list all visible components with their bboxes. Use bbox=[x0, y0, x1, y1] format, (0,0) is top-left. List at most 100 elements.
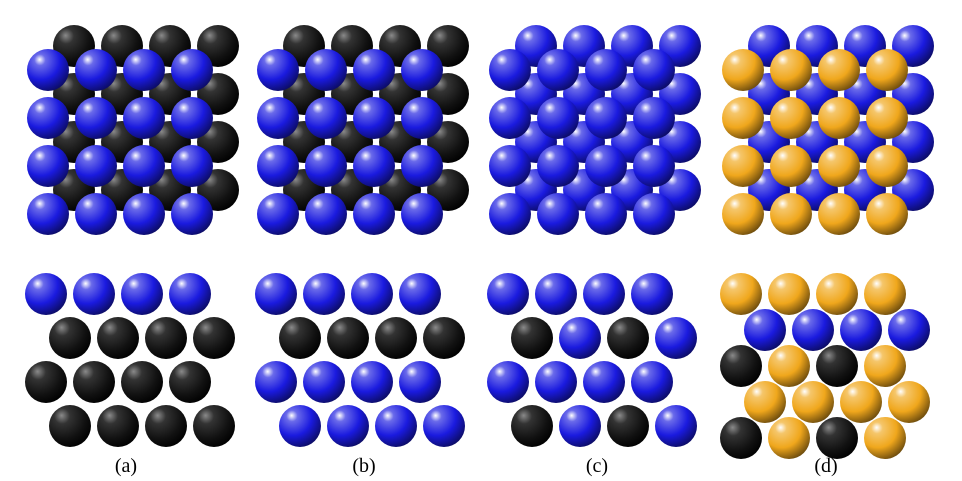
panel-d-top-view bbox=[722, 25, 934, 235]
atom-side bbox=[840, 309, 882, 351]
atom-front bbox=[353, 145, 395, 187]
atom-side bbox=[607, 317, 649, 359]
atom-side bbox=[255, 361, 297, 403]
atom-front bbox=[171, 145, 213, 187]
atom-front bbox=[123, 97, 165, 139]
atom-front bbox=[75, 49, 117, 91]
atom-side bbox=[655, 317, 697, 359]
panel-a-side-view bbox=[25, 273, 235, 447]
atom-front bbox=[537, 49, 579, 91]
atom-side bbox=[351, 273, 393, 315]
atom-side bbox=[864, 417, 906, 459]
atom-front bbox=[75, 97, 117, 139]
atom-side bbox=[768, 345, 810, 387]
atom-front bbox=[722, 97, 764, 139]
atom-side bbox=[169, 361, 211, 403]
atom-side bbox=[535, 361, 577, 403]
panel-a: (a) bbox=[25, 25, 239, 477]
atom-side bbox=[583, 273, 625, 315]
atom-front bbox=[537, 145, 579, 187]
atom-front bbox=[353, 49, 395, 91]
atom-side bbox=[816, 417, 858, 459]
atom-front bbox=[257, 145, 299, 187]
atom-side bbox=[744, 381, 786, 423]
atom-front bbox=[633, 49, 675, 91]
atom-front bbox=[866, 145, 908, 187]
atom-front bbox=[305, 49, 347, 91]
atom-front bbox=[123, 193, 165, 235]
atom-side bbox=[888, 381, 930, 423]
atom-side bbox=[49, 405, 91, 447]
atom-side bbox=[792, 381, 834, 423]
atom-side bbox=[864, 345, 906, 387]
atom-side bbox=[888, 309, 930, 351]
atom-front bbox=[770, 49, 812, 91]
panel-d: (d) bbox=[720, 25, 934, 477]
atom-front bbox=[818, 145, 860, 187]
atom-side bbox=[559, 317, 601, 359]
atom-front bbox=[257, 97, 299, 139]
atom-side bbox=[840, 381, 882, 423]
atom-side bbox=[97, 317, 139, 359]
atom-side bbox=[73, 361, 115, 403]
atom-front bbox=[123, 49, 165, 91]
atom-side bbox=[768, 273, 810, 315]
atom-side bbox=[864, 273, 906, 315]
atom-side bbox=[255, 273, 297, 315]
atom-front bbox=[27, 97, 69, 139]
atom-front bbox=[353, 193, 395, 235]
atom-side bbox=[121, 273, 163, 315]
atom-side bbox=[25, 361, 67, 403]
atom-side bbox=[423, 405, 465, 447]
atom-side bbox=[303, 361, 345, 403]
atom-front bbox=[722, 145, 764, 187]
atom-side bbox=[279, 405, 321, 447]
atom-front bbox=[75, 145, 117, 187]
atom-side bbox=[25, 273, 67, 315]
atom-front bbox=[27, 193, 69, 235]
atom-front bbox=[818, 49, 860, 91]
panel-b-side-view bbox=[255, 273, 465, 447]
panel-c-top-view bbox=[489, 25, 701, 235]
atom-front bbox=[171, 49, 213, 91]
atom-front bbox=[401, 193, 443, 235]
atom-front bbox=[633, 193, 675, 235]
atom-side bbox=[583, 361, 625, 403]
atom-front bbox=[585, 145, 627, 187]
atom-side bbox=[487, 273, 529, 315]
atom-front bbox=[305, 145, 347, 187]
atom-side bbox=[399, 273, 441, 315]
atom-side bbox=[744, 309, 786, 351]
atom-front bbox=[866, 193, 908, 235]
panel-b-label: (b) bbox=[352, 455, 375, 477]
atom-side bbox=[121, 361, 163, 403]
atom-side bbox=[423, 317, 465, 359]
atom-side bbox=[655, 405, 697, 447]
atom-front bbox=[585, 49, 627, 91]
atom-front bbox=[353, 97, 395, 139]
atom-side bbox=[49, 317, 91, 359]
atom-front bbox=[770, 97, 812, 139]
atom-side bbox=[631, 361, 673, 403]
atom-side bbox=[720, 273, 762, 315]
atom-side bbox=[487, 361, 529, 403]
atom-front bbox=[489, 49, 531, 91]
atom-side bbox=[375, 405, 417, 447]
panel-a-label: (a) bbox=[115, 455, 137, 477]
atom-front bbox=[633, 97, 675, 139]
atom-front bbox=[489, 97, 531, 139]
atom-side bbox=[145, 317, 187, 359]
atom-front bbox=[401, 97, 443, 139]
atom-front bbox=[401, 49, 443, 91]
atom-front bbox=[722, 193, 764, 235]
atom-front bbox=[75, 193, 117, 235]
atom-front bbox=[770, 193, 812, 235]
atom-front bbox=[171, 193, 213, 235]
atom-front bbox=[305, 97, 347, 139]
panel-b: (b) bbox=[255, 25, 469, 477]
panel-d-label: (d) bbox=[814, 455, 837, 477]
atom-front bbox=[171, 97, 213, 139]
atom-front bbox=[305, 193, 347, 235]
atom-front bbox=[866, 49, 908, 91]
